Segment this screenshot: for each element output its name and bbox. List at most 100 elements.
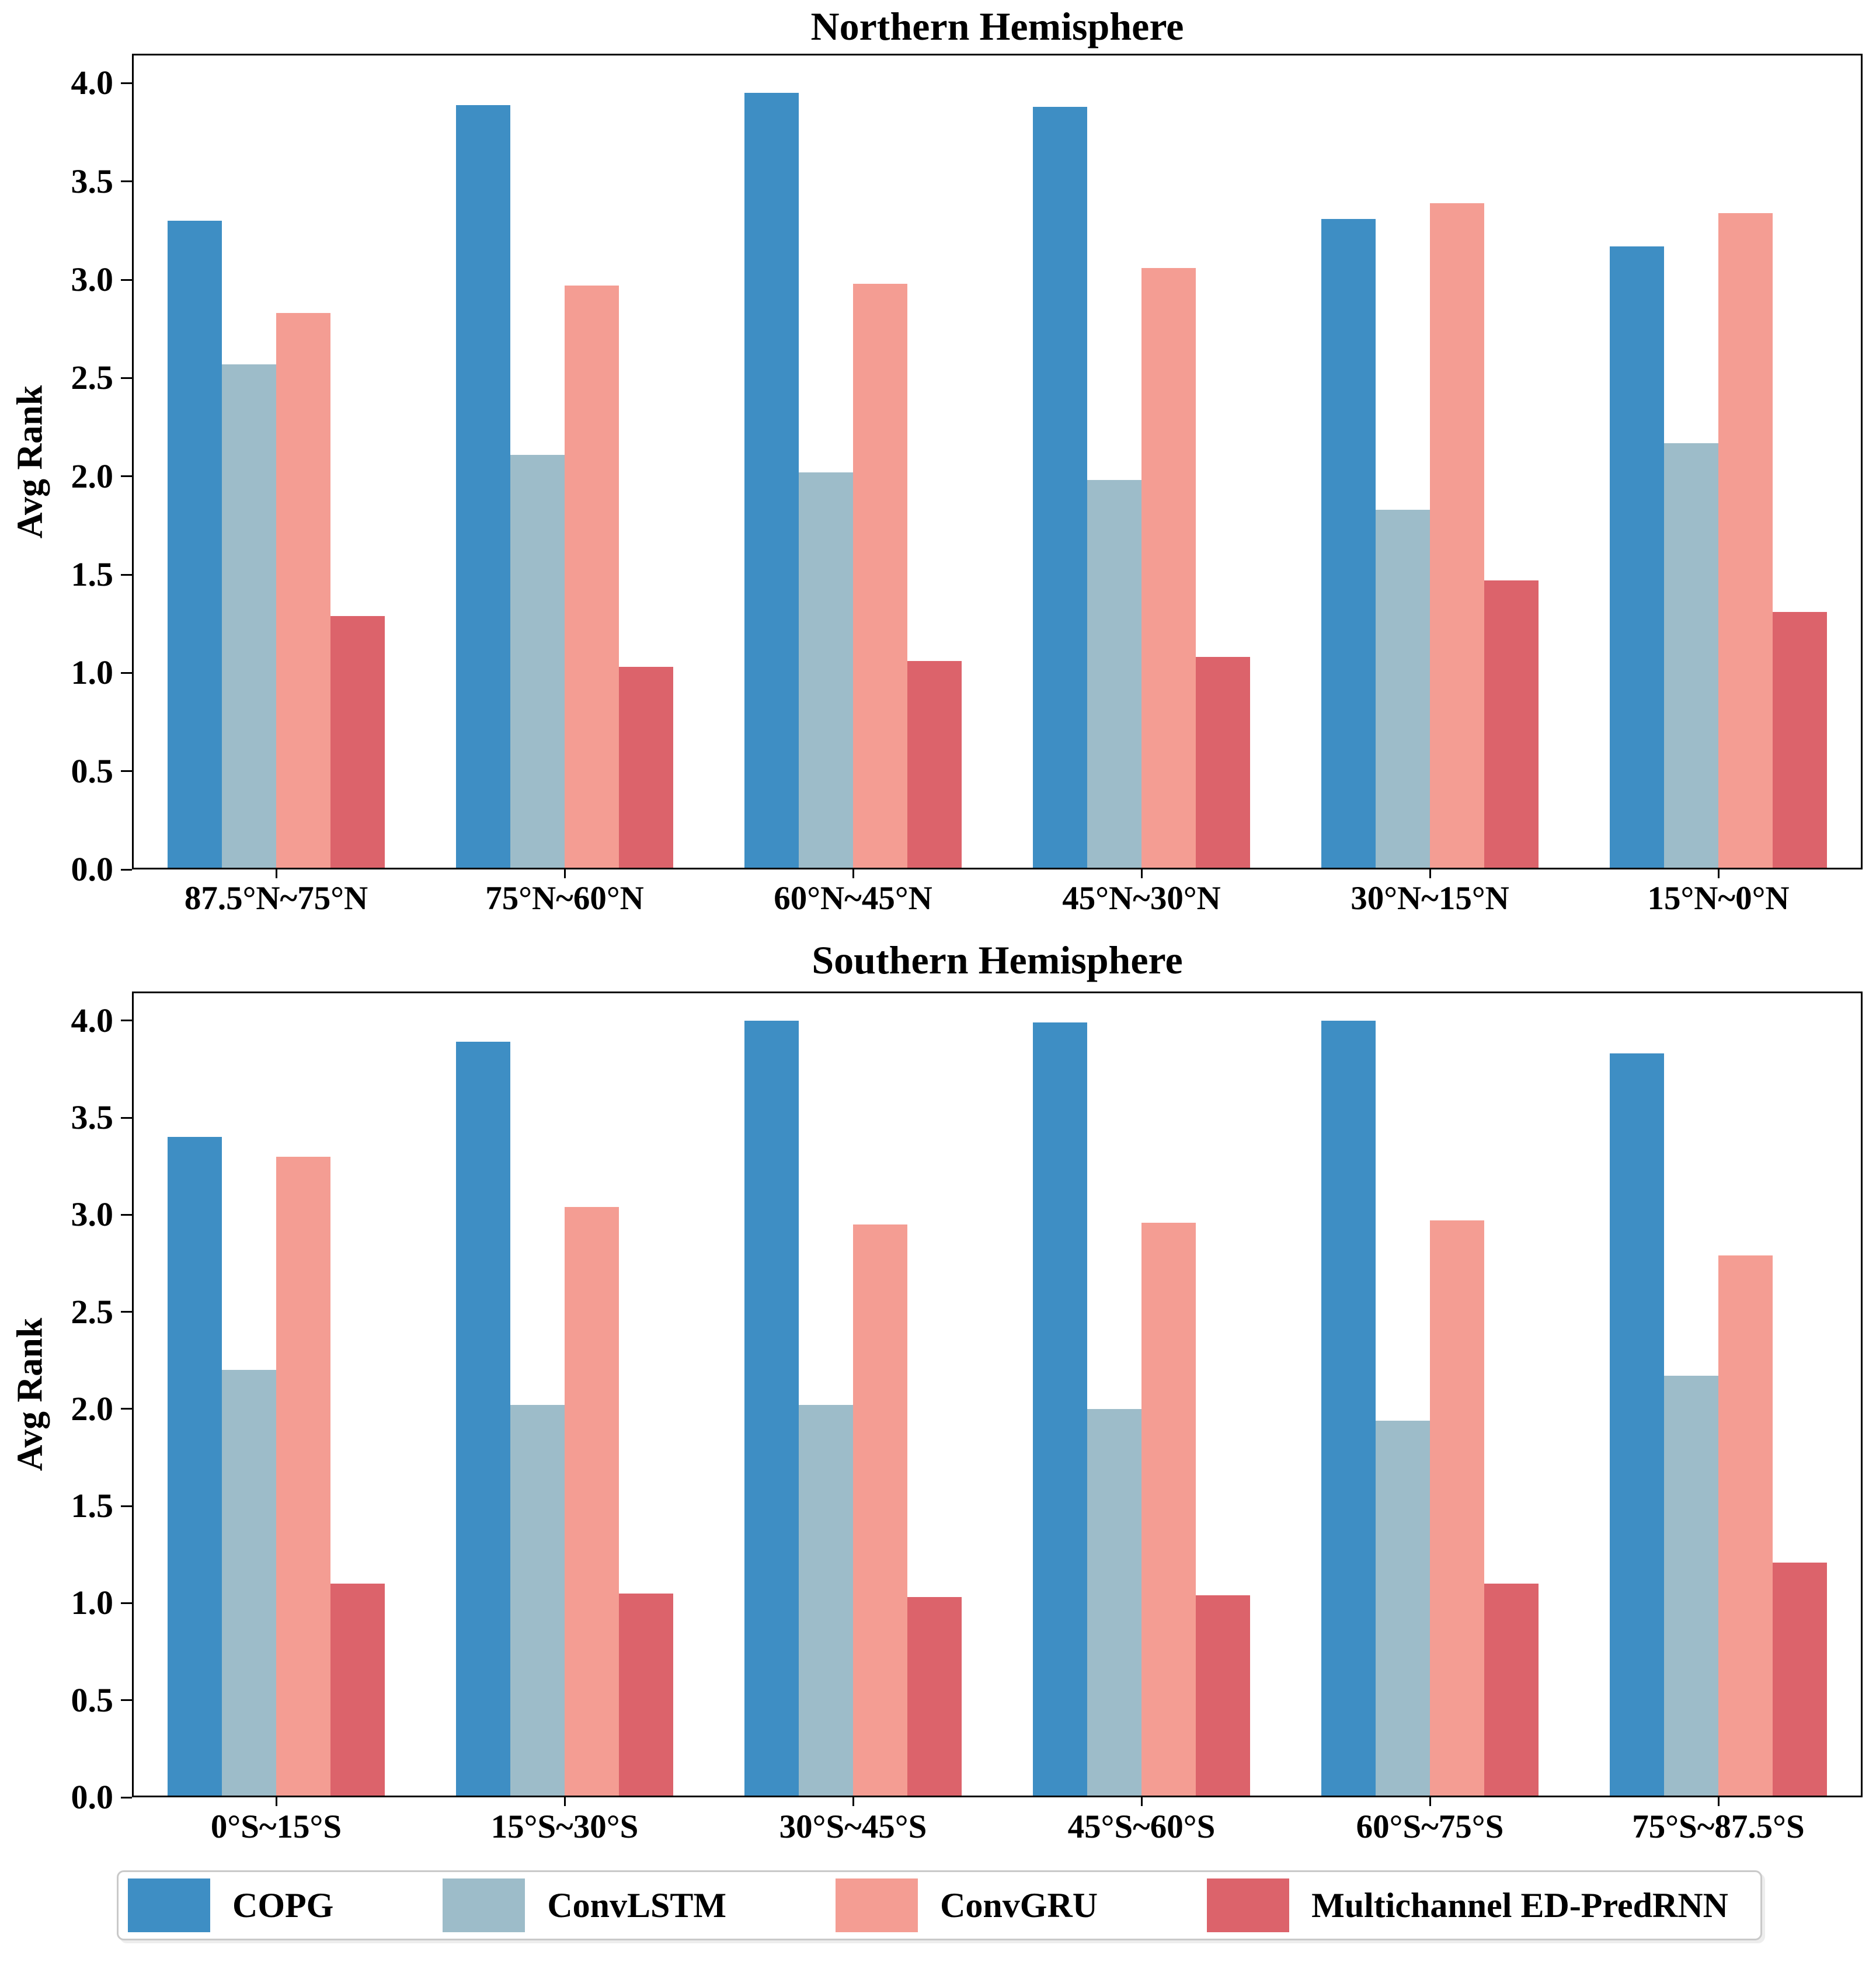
x-tick-mark [1429,869,1431,878]
legend-item-convlstm: ConvLSTM [443,1878,726,1932]
x-tick-label: 60°N~45°N [774,880,932,917]
y-tick-mark [121,180,132,183]
bar-convlstm [222,364,276,869]
x-tick-label: 45°S~60°S [1067,1808,1216,1845]
y-tick-label: 1.0 [71,653,114,692]
convlstm-color-swatch [443,1878,525,1932]
y-tick-mark [121,1602,132,1604]
bar-convgru [565,1207,619,1797]
bar-copg [168,1137,222,1797]
bar-convgru [853,1224,907,1797]
bar-multichannel-ed-predrnn [1773,612,1827,869]
bar-convlstm [1664,1376,1718,1797]
x-tick-mark [1717,869,1720,878]
x-tick-mark [852,869,854,878]
y-tick-label: 0.5 [71,752,114,790]
x-tick-label: 87.5°N~75°N [184,880,368,917]
y-tick-label: 2.5 [71,1292,114,1331]
y-tick-mark [121,1796,132,1798]
bar-copg [1610,246,1664,869]
bar-multichannel-ed-predrnn [619,667,673,869]
bar-copg [744,1020,799,1797]
chart-title: Southern Hemisphere [812,938,1183,982]
y-tick-mark [121,1311,132,1313]
x-tick-label: 60°S~75°S [1356,1808,1504,1845]
plot-frame [132,992,1863,1797]
bar-convlstm [1376,509,1430,869]
y-tick-mark [121,1116,132,1119]
y-tick-mark [121,672,132,674]
y-tick-mark [121,1213,132,1216]
copg-color-swatch [128,1878,210,1932]
bar-copg [1033,1022,1087,1797]
x-tick-mark [563,869,566,878]
y-tick-label: 0.0 [71,850,114,888]
y-tick-mark [121,1505,132,1507]
bar-multichannel-ed-predrnn [907,1597,962,1797]
bar-multichannel-ed-predrnn [619,1593,673,1797]
y-tick-label: 3.0 [71,1195,114,1234]
bar-convlstm [799,1405,853,1797]
bar-multichannel-ed-predrnn [907,661,962,869]
ed-predrnn-color-swatch [1207,1878,1290,1932]
legend-label-convlstm: ConvLSTM [547,1885,727,1925]
bar-convgru [1141,1222,1196,1797]
y-tick-label: 0.0 [71,1778,114,1816]
bar-convgru [1430,203,1484,869]
legend-item-copg: COPG [128,1878,333,1932]
bar-multichannel-ed-predrnn [1196,657,1250,869]
x-tick-mark [1429,1797,1431,1806]
plot-frame [132,54,1863,869]
bar-copg [1610,1053,1664,1797]
x-tick-label: 15°S~30°S [490,1808,639,1845]
y-tick-label: 3.0 [71,260,114,299]
y-tick-mark [121,573,132,576]
bar-convlstm [1087,1408,1141,1797]
x-tick-label: 30°S~45°S [779,1808,927,1845]
bar-copg [1321,1020,1376,1797]
legend-label-convgru: ConvGRU [940,1885,1098,1925]
y-tick-label: 1.5 [71,555,114,594]
y-tick-mark [121,279,132,281]
bar-multichannel-ed-predrnn [1196,1595,1250,1797]
y-tick-mark [121,770,132,773]
bar-convlstm [799,472,853,869]
x-tick-mark [1140,869,1143,878]
x-tick-mark [1140,1797,1143,1806]
bar-convlstm [510,454,565,869]
bar-convlstm [1376,1420,1430,1797]
bar-multichannel-ed-predrnn [1484,580,1539,869]
bar-convgru [1141,267,1196,869]
x-tick-mark [275,1797,277,1806]
bar-convgru [1718,1255,1773,1797]
y-tick-label: 1.5 [71,1487,114,1525]
bar-convgru [276,1156,330,1797]
bar-convgru [853,283,907,869]
y-tick-label: 0.5 [71,1681,114,1719]
y-tick-mark [121,868,132,871]
x-tick-mark [852,1797,854,1806]
y-tick-label: 2.0 [71,1389,114,1428]
bar-copg [1033,106,1087,869]
bar-convlstm [510,1405,565,1797]
x-tick-label: 0°S~15°S [210,1808,342,1845]
x-tick-label: 15°N~0°N [1647,880,1790,917]
bar-copg [456,105,510,869]
x-tick-label: 75°S~87.5°S [1632,1808,1805,1845]
bar-convgru [1718,213,1773,869]
chart-title: Northern Hemisphere [810,4,1184,48]
x-tick-mark [275,869,277,878]
y-tick-label: 3.5 [71,162,114,200]
y-tick-mark [121,475,132,478]
bar-copg [1321,218,1376,869]
x-tick-label: 45°N~30°N [1062,880,1221,917]
convgru-color-swatch [836,1878,918,1932]
legend: COPG ConvLSTM ConvGRU Multichannel ED-Pr… [117,1870,1762,1940]
bar-multichannel-ed-predrnn [330,1584,385,1797]
y-tick-mark [121,1020,132,1022]
y-tick-mark [121,1699,132,1702]
bar-convgru [276,313,330,869]
bar-copg [744,93,799,869]
bar-convgru [565,286,619,869]
